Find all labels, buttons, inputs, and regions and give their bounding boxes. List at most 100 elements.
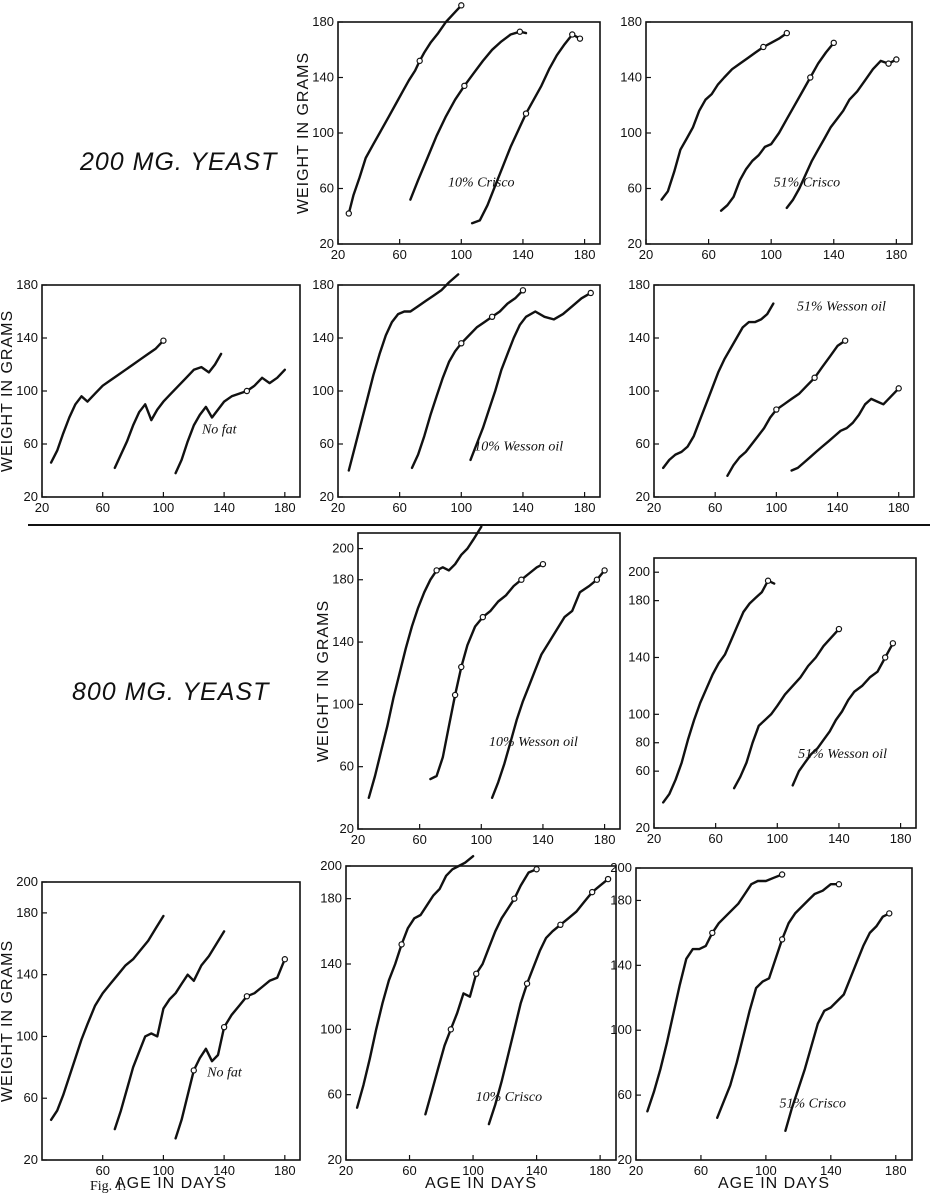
panel-p6: 20 60 100 140 180 200 20 60 100 140 180 10% Wesson … <box>315 525 621 847</box>
y-tick-label: 100 <box>312 125 334 140</box>
y-tick-label: 20 <box>24 1152 38 1167</box>
data-point-marker <box>835 625 843 633</box>
x-tick-label: 140 <box>512 500 534 515</box>
data-point-marker <box>461 82 468 90</box>
y-tick-label: 140 <box>16 330 38 345</box>
x-tick-label: 60 <box>402 1163 416 1178</box>
y-tick-label: 180 <box>320 891 342 906</box>
plot-frame <box>635 867 913 1161</box>
growth-curve-2 <box>424 868 538 1116</box>
x-tick-label: 60 <box>392 500 406 515</box>
data-point-marker <box>889 640 897 647</box>
y-tick-label: 20 <box>328 1152 342 1167</box>
y-axis-label: WEIGHT IN GRAMS <box>0 940 16 1102</box>
data-point-marker <box>601 567 608 574</box>
y-tick-label: 100 <box>16 383 38 398</box>
x-tick-label: 100 <box>755 1163 777 1178</box>
data-point-marker <box>587 289 594 297</box>
growth-curve-1 <box>662 579 776 804</box>
data-point-marker <box>447 1026 455 1033</box>
y-tick-label: 140 <box>628 330 650 345</box>
x-tick-label: 140 <box>827 500 849 515</box>
data-point-marker <box>281 956 289 963</box>
y-tick-label: 60 <box>328 1087 342 1102</box>
x-tick-label: 100 <box>462 1163 484 1178</box>
growth-curve-3 <box>470 33 582 225</box>
growth-curve-3 <box>784 912 891 1133</box>
data-point-marker <box>885 60 892 67</box>
diet-annotation: 10% Crisco <box>448 175 515 190</box>
growth-curve-3 <box>174 368 286 475</box>
growth-curve-1 <box>347 273 460 472</box>
data-point-marker <box>516 28 524 35</box>
x-tick-label: 140 <box>532 832 554 847</box>
data-point-marker <box>190 1067 197 1074</box>
y-tick-label: 180 <box>16 277 38 292</box>
data-point-marker <box>557 921 564 929</box>
data-point-marker <box>243 387 251 395</box>
diet-annotation: 51% Wesson oil <box>798 747 887 762</box>
diet-annotation: 51% Wesson oil <box>797 299 886 314</box>
data-point-marker <box>830 39 837 47</box>
diet-annotation: 51% Crisco <box>780 1096 847 1111</box>
data-point-marker <box>593 576 601 583</box>
data-point-marker <box>773 406 780 413</box>
data-point-marker <box>458 663 465 671</box>
y-tick-label: 140 <box>312 70 334 85</box>
plot-frame <box>337 21 601 245</box>
growth-curve-2 <box>113 352 223 470</box>
x-axis-label: AGE IN DAYS <box>115 1175 227 1192</box>
growth-curve-3 <box>791 642 895 787</box>
x-tick-label: 140 <box>820 1163 842 1178</box>
y-tick-label: 60 <box>628 181 642 196</box>
panel-p8: 20 60 100 140 180 200 60 100 140 180 No fat WEIGHT … <box>0 874 301 1192</box>
panel-p5: 20 60 100 140 180 20 60 100 140 180 51% Wesson oil <box>628 277 915 515</box>
y-tick-label: 200 <box>16 874 38 889</box>
data-point-marker <box>893 56 900 63</box>
plot-frame <box>357 532 621 830</box>
y-tick-label: 100 <box>332 696 354 711</box>
growth-curve-1 <box>347 4 463 215</box>
data-point-marker <box>895 385 902 392</box>
x-tick-label: 180 <box>888 500 910 515</box>
x-tick-label: 60 <box>694 1163 708 1178</box>
x-tick-label: 60 <box>95 500 109 515</box>
growth-curve-3 <box>469 291 592 462</box>
y-tick-label: 180 <box>16 905 38 920</box>
x-tick-label: 100 <box>450 500 472 515</box>
growth-curve-3 <box>490 569 606 799</box>
x-tick-label: 20 <box>339 1163 353 1178</box>
growth-curve-1 <box>646 873 784 1113</box>
data-point-marker <box>841 337 849 344</box>
data-point-marker <box>479 613 487 621</box>
y-tick-label: 200 <box>332 541 354 556</box>
data-point-marker <box>488 313 496 320</box>
x-tick-label: 180 <box>274 1163 296 1178</box>
data-point-marker <box>433 567 440 574</box>
x-tick-label: 60 <box>95 1163 109 1178</box>
data-point-marker <box>451 691 459 699</box>
x-tick-label: 140 <box>213 1163 235 1178</box>
plot-frame <box>41 284 301 498</box>
y-axis-label: WEIGHT IN GRAMS <box>0 310 16 472</box>
x-tick-label: 60 <box>708 831 722 846</box>
y-tick-label: 140 <box>610 957 632 972</box>
data-point-marker <box>220 1023 228 1031</box>
data-point-marker <box>473 970 480 978</box>
panel-p3: 20 60 100 140 180 20 60 100 140 180 No fat WEIGHT I… <box>0 277 301 515</box>
data-point-marker <box>807 74 814 81</box>
data-point-marker <box>539 560 547 568</box>
y-tick-label: 140 <box>628 649 650 664</box>
x-tick-label: 100 <box>766 500 788 515</box>
y-tick-label: 100 <box>16 1028 38 1043</box>
data-point-marker <box>458 340 465 347</box>
x-tick-label: 140 <box>823 247 845 262</box>
x-tick-label: 180 <box>886 247 908 262</box>
growth-curve-1 <box>49 339 165 464</box>
x-tick-label: 60 <box>412 832 426 847</box>
heading-800mg: 800 MG. YEAST <box>72 678 270 706</box>
data-point-marker <box>778 936 786 943</box>
plot-frame <box>653 557 917 829</box>
y-tick-label: 60 <box>24 436 38 451</box>
x-tick-label: 60 <box>392 247 406 262</box>
